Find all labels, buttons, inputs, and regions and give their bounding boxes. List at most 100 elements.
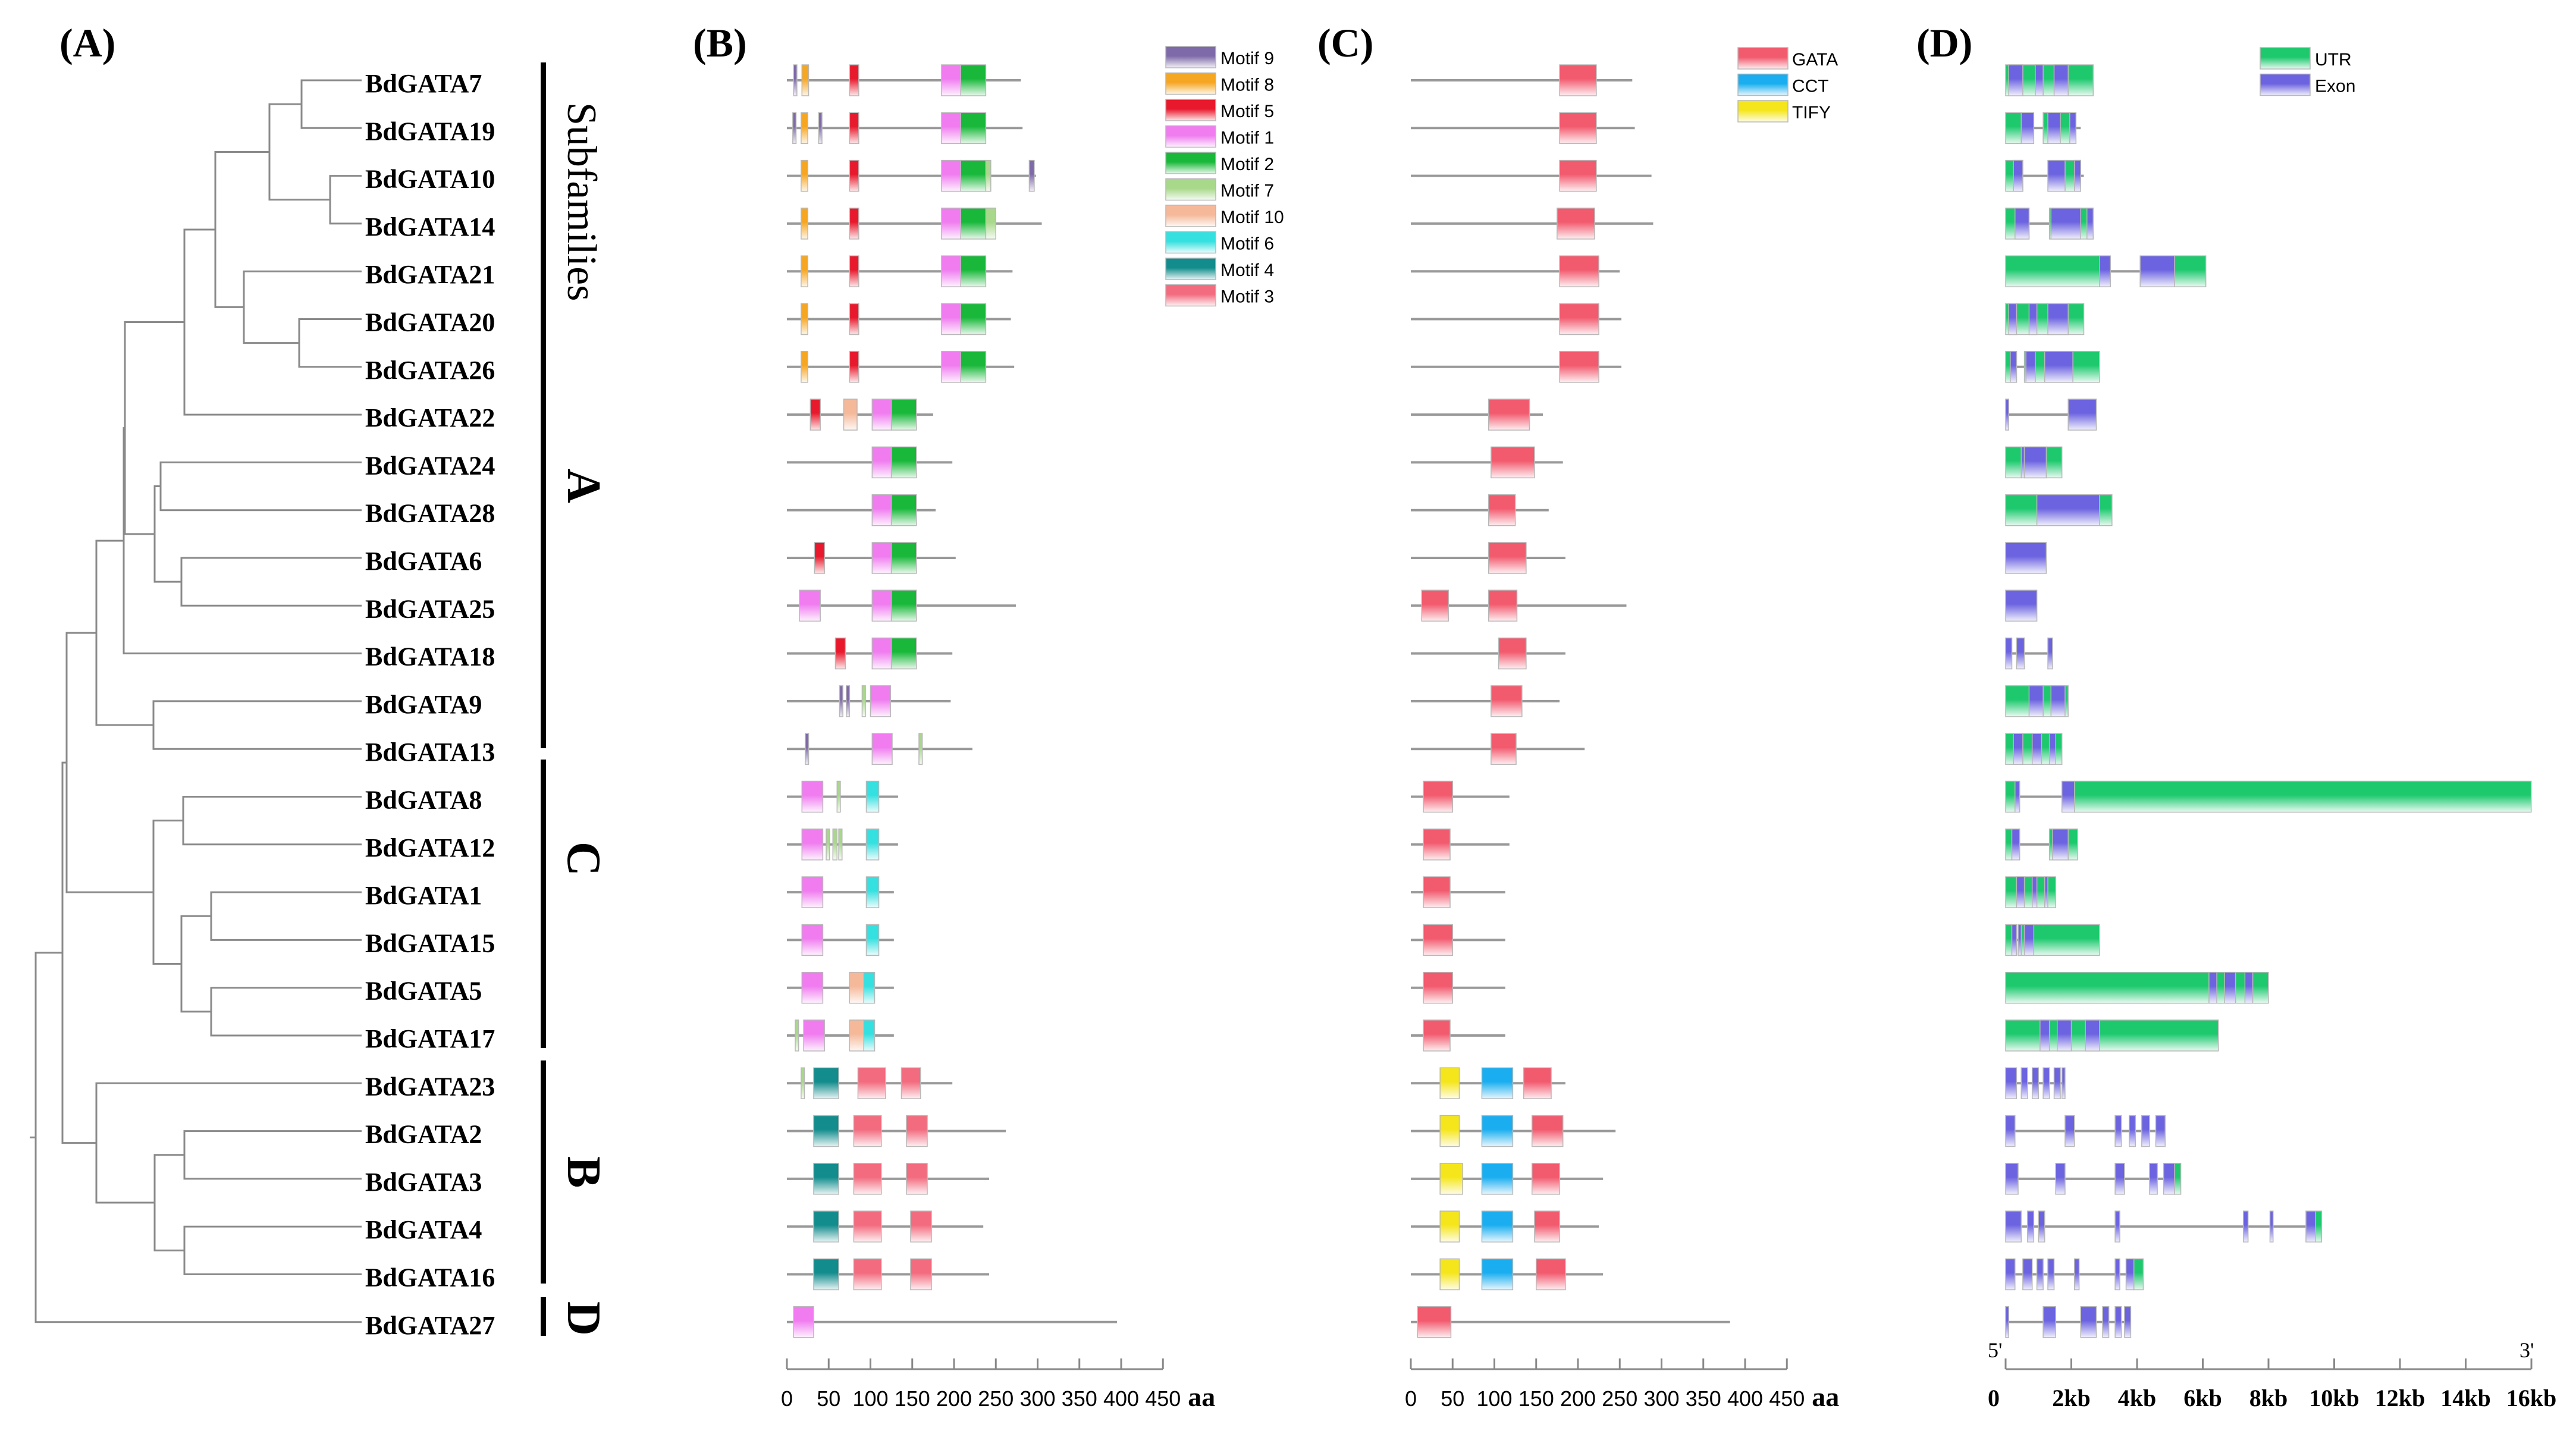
tree-branch — [210, 891, 362, 941]
domain-row — [1411, 303, 1622, 335]
domain-legend-swatch — [1737, 73, 1789, 96]
structure-row — [2005, 255, 2207, 287]
motif-axis-tick-label: 100 — [852, 1386, 888, 1411]
motif-row — [787, 1163, 990, 1195]
motif-axis-tick-label: 350 — [1062, 1386, 1097, 1411]
motif-1-box — [871, 589, 892, 622]
exon-box — [2114, 1258, 2120, 1291]
gene-name: BdGATA9 — [365, 690, 482, 719]
tree-branch — [159, 461, 362, 512]
exon-box — [2013, 733, 2023, 765]
domain-row — [1411, 685, 1560, 717]
structure-row — [2005, 1306, 2132, 1338]
gene-name: BdGATA15 — [365, 928, 495, 958]
tree-branch — [182, 796, 362, 846]
gene-name: BdGATA4 — [365, 1215, 482, 1244]
exon-box — [2042, 1067, 2050, 1100]
domain-row — [1411, 1019, 1505, 1052]
structure-row — [2005, 829, 2078, 861]
structure-row — [2005, 159, 2084, 192]
motif-8-box — [801, 208, 808, 240]
domain-row — [1411, 208, 1653, 240]
gata-domain-box — [1559, 112, 1597, 145]
motif-3-box — [853, 1258, 882, 1291]
domain-axis-tick-label: 250 — [1602, 1386, 1637, 1411]
subfamily-d-letter: D — [557, 1301, 610, 1336]
motif-axis-tick-label: 50 — [817, 1386, 840, 1411]
exon-box — [2005, 1163, 2019, 1195]
exon-box — [2035, 64, 2044, 96]
gene-name: BdGATA20 — [365, 308, 495, 337]
exon-box — [2061, 1067, 2066, 1100]
gata-domain-box — [1423, 971, 1453, 1004]
motif-4-box — [813, 1163, 839, 1195]
gata-domain-box — [1534, 1210, 1560, 1242]
domain-row — [1411, 971, 1505, 1004]
motif-1-box — [941, 112, 961, 145]
exon-box — [2057, 1019, 2072, 1052]
motif-1-box — [871, 398, 892, 431]
motif-legend-label: Motif 9 — [1220, 49, 1274, 68]
cct-domain-box — [1481, 1210, 1514, 1242]
exon-box — [2005, 1210, 2022, 1242]
motif-8-box — [801, 351, 808, 383]
gene-name: BdGATA12 — [365, 833, 495, 862]
motif-1-box — [801, 829, 824, 861]
panel-label-a: (A) — [59, 20, 115, 65]
structure-axis: 0 2kb 4kb 6kb 8kb 10kb 12kb 14kb 16kb 5' 3' — [1988, 1338, 2556, 1411]
subfamily-b-bar — [541, 1060, 546, 1284]
domain-row — [1411, 1210, 1599, 1242]
motif-row — [787, 637, 953, 670]
motif-row — [787, 1210, 984, 1242]
structure-row — [2005, 351, 2100, 383]
motif-7-box — [985, 159, 992, 192]
exon-box — [2129, 1115, 2136, 1147]
tify-domain-box — [1439, 1163, 1463, 1195]
motif-row — [787, 733, 972, 765]
exon-box — [2010, 351, 2017, 383]
gata-domain-box — [1417, 1306, 1452, 1338]
motif-row — [787, 685, 951, 717]
exon-box — [2149, 1163, 2158, 1195]
domain-row — [1411, 829, 1510, 861]
motif-6-box — [863, 971, 876, 1004]
domain-axis-tick-label: 300 — [1643, 1386, 1679, 1411]
tree-branch — [243, 270, 362, 344]
tree-branch — [153, 485, 181, 583]
exon-box — [2047, 637, 2053, 670]
motif-legend-swatch — [1165, 284, 1216, 307]
utr-box — [2314, 1210, 2323, 1242]
motif-legend-label: Motif 6 — [1220, 234, 1274, 254]
panel-label-b: (B) — [693, 20, 747, 65]
motif-legend-swatch — [1165, 205, 1216, 227]
exon-box — [2073, 159, 2081, 192]
gene-name: BdGATA19 — [365, 117, 495, 146]
motif-9-box — [805, 733, 809, 765]
domain-row — [1411, 159, 1652, 192]
gata-domain-box — [1559, 303, 1599, 335]
exon-box — [2011, 829, 2020, 861]
gata-domain-box — [1491, 685, 1523, 717]
exon-box — [2025, 351, 2036, 383]
domain-axis: 0 50 100 150 200 250 300 350 400 450 aa — [1405, 1358, 1839, 1412]
motif-2-box — [960, 351, 987, 383]
motif-axis-unit: aa — [1188, 1382, 1215, 1412]
domain-row — [1411, 589, 1627, 622]
structure-row — [2005, 876, 2056, 908]
domain-row — [1411, 446, 1563, 479]
exon-box — [2069, 112, 2077, 145]
motif-2-box — [890, 589, 917, 622]
structure-row — [2005, 542, 2047, 574]
gata-domain-box — [1488, 589, 1518, 622]
tree-branch — [95, 1082, 362, 1204]
exon-box — [2047, 1258, 2055, 1291]
domain-row — [1411, 1258, 1604, 1291]
gene-name: BdGATA8 — [365, 786, 482, 815]
domain-legend-label: TIFY — [1792, 103, 1831, 123]
gene-name: BdGATA7 — [365, 69, 482, 98]
motif-9-box — [846, 685, 851, 717]
structure-row — [2005, 1019, 2219, 1052]
gene-name: BdGATA26 — [365, 356, 495, 385]
gata-domain-box — [1488, 494, 1516, 526]
